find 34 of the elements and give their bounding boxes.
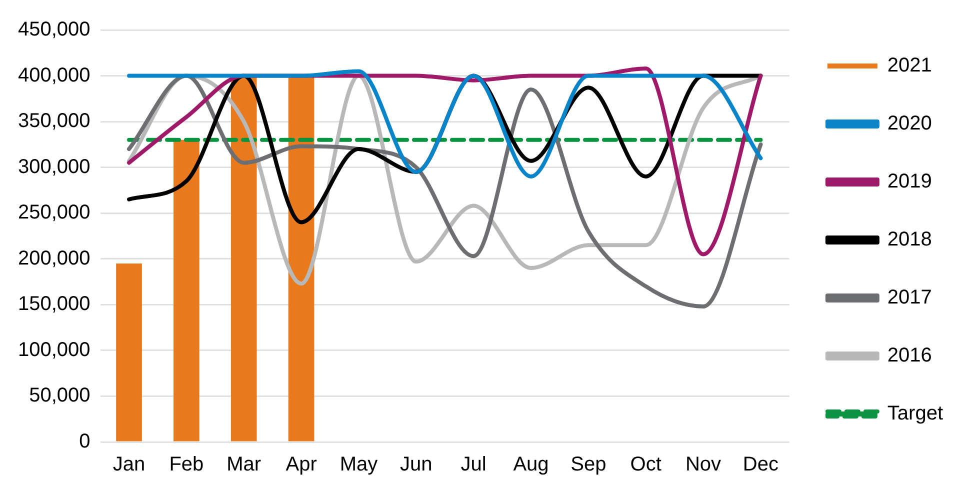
legend-label: 2020 xyxy=(887,112,932,135)
bar xyxy=(116,263,142,442)
legend-label: 2021 xyxy=(887,54,932,77)
line-series xyxy=(127,69,763,178)
x-tick-label: Jul xyxy=(460,454,486,476)
legend-label: Target xyxy=(887,402,944,425)
y-tick-label: 250,000 xyxy=(18,202,90,224)
y-tick-label: 200,000 xyxy=(18,247,90,270)
x-tick-label: Dec xyxy=(742,454,778,476)
bar xyxy=(174,140,200,442)
bar xyxy=(230,76,257,442)
x-tick-label: Apr xyxy=(286,454,318,476)
legend-label: 2016 xyxy=(887,344,932,367)
y-tick-label: 300,000 xyxy=(18,156,90,178)
y-tick-label: 0 xyxy=(79,430,90,453)
x-tick-label: Jun xyxy=(400,454,432,476)
x-tick-label: Feb xyxy=(169,454,204,476)
x-tick-label: May xyxy=(340,454,378,476)
x-tick-label: Mar xyxy=(226,454,262,476)
x-tick-label: Jan xyxy=(112,454,146,476)
y-tick-label: 450,000 xyxy=(18,18,90,41)
y-tick-label: 50,000 xyxy=(29,384,90,407)
y-tick-label: 350,000 xyxy=(18,110,90,132)
x-tick-label: Nov xyxy=(685,454,722,476)
x-tick-label: Aug xyxy=(513,454,549,476)
legend-label: 2019 xyxy=(887,170,932,193)
legend-label: 2017 xyxy=(887,286,932,309)
y-tick-label: 100,000 xyxy=(18,338,90,361)
bar xyxy=(288,76,314,442)
y-tick-label: 400,000 xyxy=(18,64,90,86)
x-tick-label: Oct xyxy=(630,454,662,476)
x-tick-label: Sep xyxy=(570,454,606,476)
y-tick-label: 150,000 xyxy=(18,293,90,316)
legend-label: 2018 xyxy=(887,228,932,251)
